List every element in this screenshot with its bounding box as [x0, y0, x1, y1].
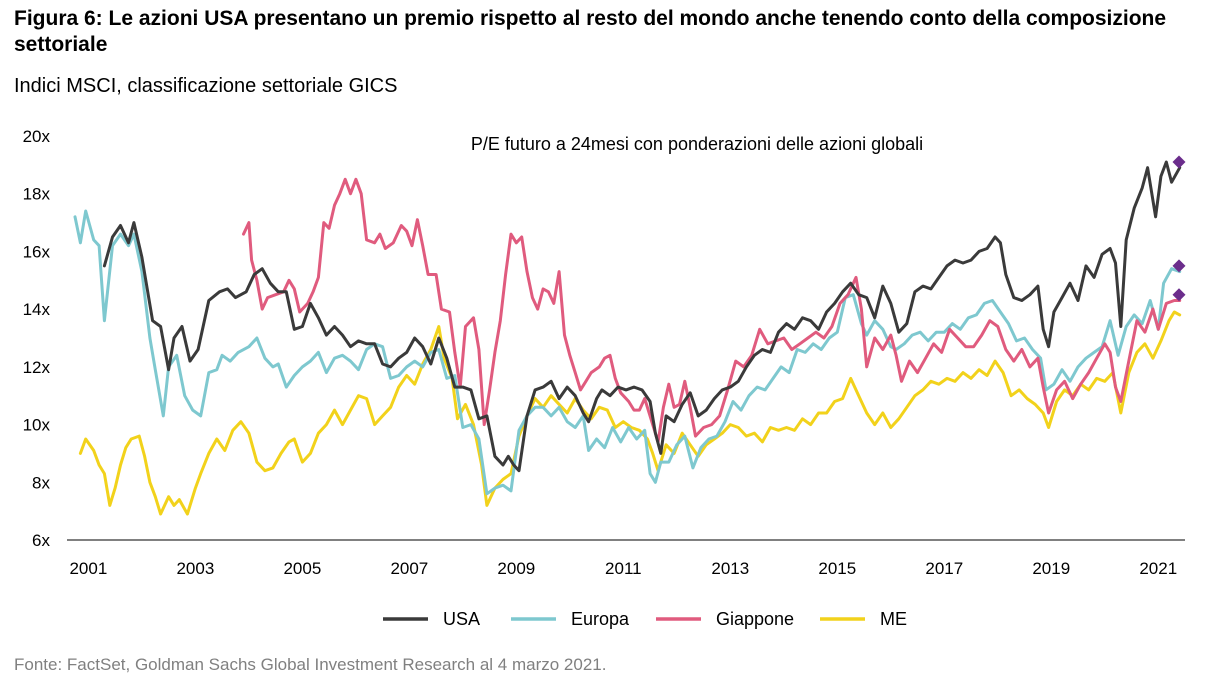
series-line-europa: [73, 209, 1182, 496]
chart-series: [73, 160, 1182, 516]
x-tick-label: 2013: [711, 559, 749, 578]
x-tick-label: 2011: [605, 559, 642, 578]
chart-title: P/E futuro a 24mesi con ponderazioni del…: [471, 134, 923, 154]
chart-legend: USA Europa Giappone ME: [383, 609, 907, 629]
legend-label-europa: Europa: [571, 609, 630, 629]
x-tick-label: 2021: [1139, 559, 1177, 578]
legend-label-me: ME: [880, 609, 907, 629]
x-tick-label: 2005: [283, 559, 321, 578]
series-line-me: [78, 310, 1182, 516]
y-tick-label: 10x: [23, 416, 51, 435]
x-tick-label: 2015: [818, 559, 856, 578]
x-tick-label: 2017: [925, 559, 963, 578]
figure-subtitle: Indici MSCI, classificazione settoriale …: [14, 75, 398, 97]
y-tick-label: 14x: [23, 300, 51, 319]
source-note: Fonte: FactSet, Goldman Sachs Global Inv…: [14, 655, 607, 674]
y-tick-label: 12x: [23, 358, 51, 377]
x-tick-label: 2003: [176, 559, 214, 578]
y-tick-label: 8x: [32, 473, 50, 492]
chart-axes: 6x 8x 10x 12x 14x 16x 18x 20x 2001 2003 2005 2007 20…: [23, 127, 1185, 578]
latest-marker-giappone: [1172, 288, 1186, 302]
x-tick-label: 2001: [69, 559, 107, 578]
x-tick-label: 2009: [497, 559, 535, 578]
legend-label-usa: USA: [443, 609, 480, 629]
x-tick-label: 2007: [390, 559, 428, 578]
y-tick-label: 6x: [32, 531, 50, 550]
latest-markers: [1172, 155, 1186, 302]
y-tick-label: 16x: [23, 242, 51, 261]
legend-label-giappone: Giappone: [716, 609, 794, 629]
y-tick-label: 20x: [23, 127, 51, 146]
y-tick-label: 18x: [23, 185, 51, 204]
x-tick-label: 2019: [1032, 559, 1070, 578]
latest-marker-europa: [1172, 259, 1186, 273]
latest-marker-usa: [1172, 155, 1186, 169]
series-line-usa: [102, 160, 1182, 473]
figure-title: Figura 6: Le azioni USA presentano un pr…: [14, 7, 1167, 56]
